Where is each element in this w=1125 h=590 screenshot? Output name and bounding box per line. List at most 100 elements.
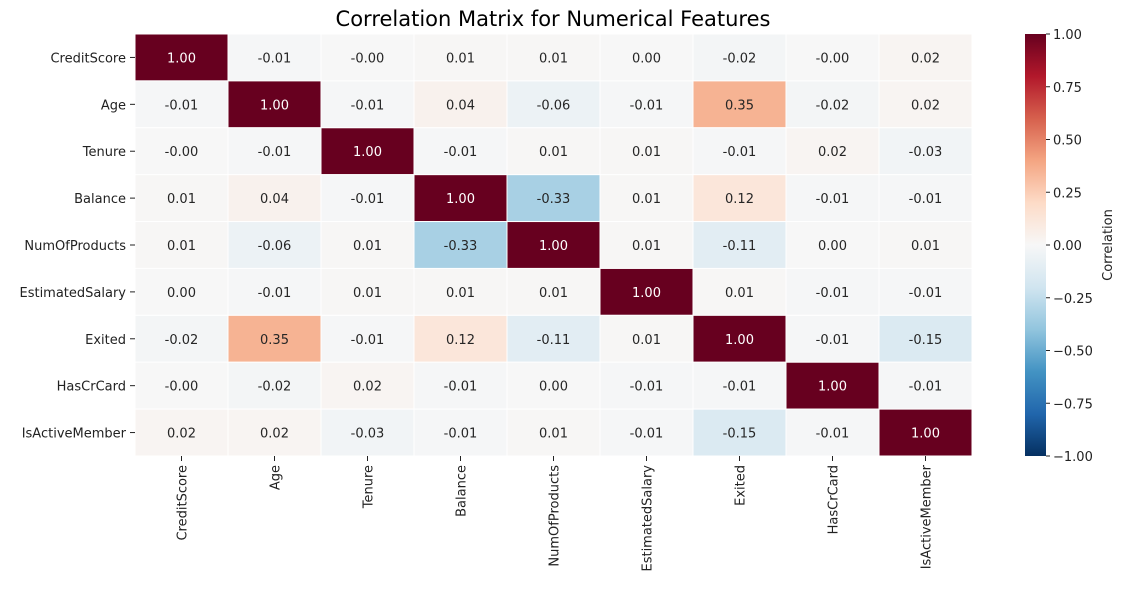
cell-value-label: 0.35 bbox=[725, 98, 754, 113]
cell-value-label: 0.01 bbox=[632, 239, 661, 254]
cell-value-label: -0.01 bbox=[816, 333, 850, 348]
cell-value-label: 0.35 bbox=[260, 333, 289, 348]
colorbar-tick-label: 1.00 bbox=[1053, 28, 1082, 43]
heatmap-cells: 1.00 -0.01 -0.00 0.01 0.01 0.00 -0.02 -0.00 0.02… bbox=[134, 33, 973, 457]
cell-value-label: 0.02 bbox=[167, 427, 196, 442]
cell-value-label: 0.01 bbox=[353, 239, 382, 254]
cell-value-label: 0.01 bbox=[539, 286, 568, 301]
x-tick-label: NumOfProducts bbox=[548, 465, 563, 567]
heatmap-cell bbox=[413, 267, 508, 316]
y-tick-label: Tenure bbox=[82, 145, 126, 160]
heatmap-cell bbox=[785, 33, 880, 82]
cell-value-label: 0.02 bbox=[353, 380, 382, 395]
heatmap-cell bbox=[599, 361, 694, 410]
cell-value-label: -0.00 bbox=[351, 51, 385, 66]
x-tick-label: EstimatedSalary bbox=[641, 465, 656, 572]
heatmap-cell bbox=[134, 361, 229, 410]
cell-value-label: -0.01 bbox=[258, 145, 292, 160]
cell-value-label: 0.01 bbox=[632, 145, 661, 160]
colorbar-tick-label: −0.25 bbox=[1053, 292, 1093, 307]
cell-value-label: -0.01 bbox=[816, 192, 850, 207]
heatmap-cell bbox=[878, 408, 973, 457]
cell-value-label: -0.02 bbox=[258, 380, 292, 395]
heatmap-cell bbox=[413, 408, 508, 457]
x-tick-label: Age bbox=[269, 465, 284, 490]
cell-value-label: -0.15 bbox=[909, 333, 943, 348]
x-tick-label: IsActiveMember bbox=[920, 464, 935, 569]
heatmap-cell bbox=[413, 221, 508, 269]
colorbar-tick-label: 0.50 bbox=[1053, 134, 1082, 149]
heatmap-cell bbox=[692, 127, 787, 176]
heatmap-cell bbox=[413, 174, 508, 223]
heatmap-cell bbox=[227, 314, 322, 363]
heatmap-cell bbox=[599, 267, 694, 316]
chart-title: Correlation Matrix for Numerical Feature… bbox=[336, 7, 771, 31]
cell-value-label: 0.01 bbox=[446, 51, 475, 66]
heatmap-cell bbox=[320, 221, 415, 269]
y-tick-label: Exited bbox=[85, 333, 126, 348]
colorbar bbox=[1025, 34, 1046, 456]
heatmap-cell bbox=[599, 408, 694, 457]
cell-value-label: -0.01 bbox=[630, 380, 664, 395]
y-tick-label: Age bbox=[101, 98, 126, 113]
cell-value-label: 1.00 bbox=[353, 145, 382, 160]
cell-value-label: 0.00 bbox=[539, 380, 568, 395]
y-tick-label: CreditScore bbox=[50, 51, 126, 66]
cell-value-label: 0.01 bbox=[632, 192, 661, 207]
cell-value-label: -0.33 bbox=[444, 239, 478, 254]
heatmap-cell bbox=[320, 127, 415, 176]
cell-value-label: -0.00 bbox=[816, 51, 850, 66]
cell-value-label: 0.01 bbox=[539, 427, 568, 442]
cell-value-label: -0.00 bbox=[165, 145, 199, 160]
cell-value-label: 0.01 bbox=[911, 239, 940, 254]
x-tick-label: HasCrCard bbox=[827, 465, 842, 534]
colorbar-tick-label: 0.00 bbox=[1053, 239, 1082, 254]
cell-value-label: -0.33 bbox=[537, 192, 571, 207]
colorbar-tick-label: 0.75 bbox=[1053, 81, 1082, 96]
cell-value-label: 0.01 bbox=[167, 239, 196, 254]
cell-value-label: -0.06 bbox=[537, 98, 571, 113]
heatmap-cell bbox=[692, 408, 787, 457]
cell-value-label: -0.03 bbox=[909, 145, 943, 160]
heatmap-cell bbox=[599, 221, 694, 269]
heatmap-cell bbox=[320, 408, 415, 457]
heatmap-cell bbox=[878, 127, 973, 176]
colorbar-label: Correlation bbox=[1101, 209, 1116, 281]
cell-value-label: 1.00 bbox=[818, 380, 847, 395]
cell-value-label: 0.12 bbox=[446, 333, 475, 348]
cell-value-label: 0.01 bbox=[725, 286, 754, 301]
heatmap-cell bbox=[506, 314, 601, 363]
x-tick-label: Exited bbox=[734, 465, 749, 506]
cell-value-label: 0.00 bbox=[818, 239, 847, 254]
heatmap-cell bbox=[599, 33, 694, 82]
cell-value-label: -0.00 bbox=[165, 380, 199, 395]
y-tick-label: NumOfProducts bbox=[24, 239, 126, 254]
cell-value-label: 0.00 bbox=[167, 286, 196, 301]
heatmap-cell bbox=[413, 33, 508, 82]
cell-value-label: 0.01 bbox=[353, 286, 382, 301]
heatmap-cell bbox=[692, 80, 787, 129]
heatmap-cell bbox=[320, 267, 415, 316]
cell-value-label: 1.00 bbox=[632, 286, 661, 301]
heatmap-cell bbox=[134, 174, 229, 223]
heatmap-cell bbox=[878, 221, 973, 269]
heatmap-cell bbox=[320, 33, 415, 82]
cell-value-label: 1.00 bbox=[167, 51, 196, 66]
heatmap-cell bbox=[134, 80, 229, 129]
cell-value-label: 0.02 bbox=[260, 427, 289, 442]
cell-value-label: -0.06 bbox=[258, 239, 292, 254]
heatmap-cell bbox=[320, 361, 415, 410]
heatmap-cell bbox=[413, 361, 508, 410]
cell-value-label: -0.01 bbox=[444, 380, 478, 395]
x-tick-label: Balance bbox=[455, 465, 470, 517]
x-tick-label: CreditScore bbox=[176, 465, 191, 541]
cell-value-label: 0.02 bbox=[911, 98, 940, 113]
heatmap-cell bbox=[134, 33, 229, 82]
cell-value-label: -0.01 bbox=[258, 51, 292, 66]
cell-value-label: -0.01 bbox=[258, 286, 292, 301]
cell-value-label: -0.11 bbox=[723, 239, 757, 254]
heatmap-cell bbox=[506, 408, 601, 457]
cell-value-label: -0.02 bbox=[816, 98, 850, 113]
cell-value-label: 0.04 bbox=[260, 192, 289, 207]
